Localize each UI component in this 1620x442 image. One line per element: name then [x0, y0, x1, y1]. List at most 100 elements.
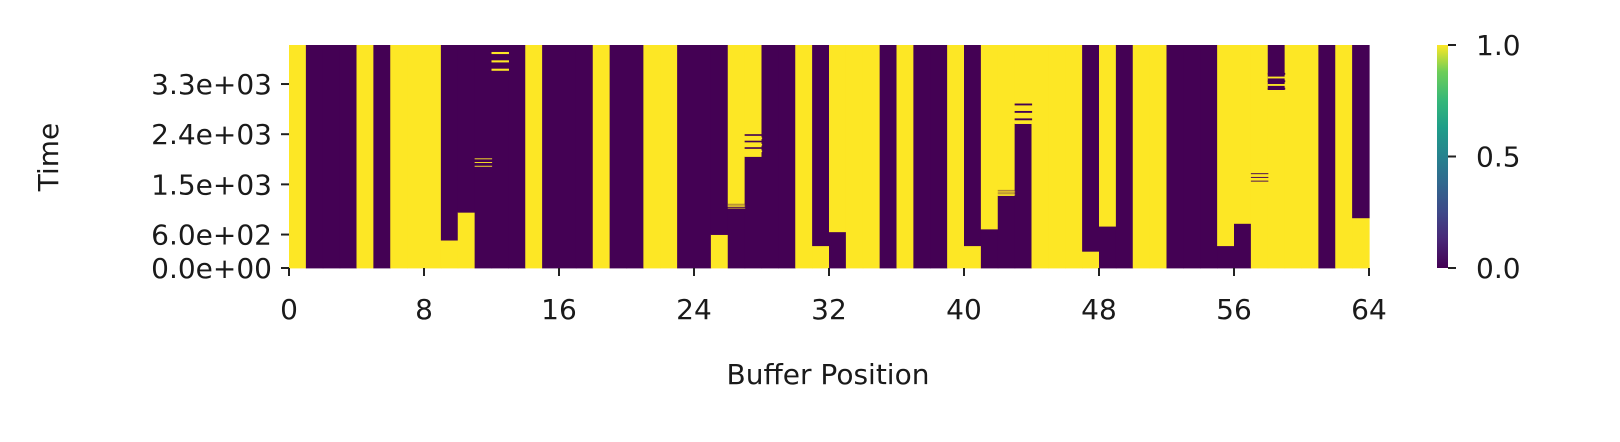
heatmap-flicker-stripe: [492, 65, 509, 67]
heatmap-cells: [289, 45, 1370, 268]
heatmap-flicker-stripe: [1251, 181, 1268, 182]
heatmap-cell: [1234, 223, 1251, 268]
heatmap-cell: [1099, 226, 1116, 268]
heatmap-flicker-stripe: [1251, 177, 1268, 178]
x-tick-label: 8: [415, 293, 433, 326]
y-axis-label: Time: [32, 123, 65, 193]
heatmap-cell: [1099, 45, 1116, 227]
heatmap-flicker-stripe: [745, 150, 762, 152]
heatmap-cell: [340, 45, 357, 268]
heatmap-flicker-stripe: [1268, 80, 1285, 82]
heatmap-cell: [610, 45, 627, 268]
heatmap-flicker-stripe: [1251, 183, 1268, 184]
heatmap-flicker-stripe: [1015, 118, 1032, 120]
heatmap-cell: [1032, 45, 1049, 268]
heatmap-cell: [964, 246, 981, 269]
heatmap-flicker-stripe: [1015, 122, 1032, 124]
heatmap-cell: [525, 45, 542, 268]
heatmap-flicker-stripe: [1268, 77, 1285, 79]
heatmap-cell: [812, 246, 829, 269]
heatmap-cell: [745, 45, 762, 157]
heatmap-cell: [829, 45, 846, 232]
heatmap-flicker-stripe: [1015, 115, 1032, 117]
heatmap-cell: [981, 229, 998, 268]
x-tick-label: 32: [811, 293, 847, 326]
heatmap-cell: [1167, 45, 1184, 268]
heatmap-cell: [508, 45, 525, 268]
heatmap-cell: [1251, 45, 1268, 268]
heatmap-cell: [998, 196, 1015, 269]
heatmap-cell: [846, 45, 863, 268]
heatmap-cell: [880, 45, 897, 268]
heatmap-flicker-stripe: [1251, 173, 1268, 174]
heatmap-cell: [441, 45, 458, 241]
heatmap-cell: [694, 45, 711, 268]
heatmap-cell: [627, 45, 644, 268]
heatmap-cell: [1268, 90, 1285, 269]
colorbar-tick-label: 0.0: [1476, 252, 1521, 285]
heatmap-flicker-stripe: [475, 160, 492, 161]
heatmap-flicker-stripe: [1015, 107, 1032, 109]
heatmap-flicker-stripe: [492, 48, 509, 50]
heatmap-flicker-stripe: [1015, 104, 1032, 106]
colorbar-ticks: 0.00.51.0: [1448, 29, 1521, 285]
heatmap-cell: [424, 45, 441, 268]
heatmap-cell: [1065, 45, 1082, 268]
heatmap-flicker-stripe: [745, 147, 762, 149]
heatmap-flicker-stripe: [475, 164, 492, 165]
heatmap-flicker-stripe: [1268, 73, 1285, 75]
heatmap-flicker-stripe: [475, 158, 492, 159]
y-tick-label: 0.0e+00: [151, 252, 272, 285]
x-tick-label: 56: [1216, 293, 1252, 326]
colorbar-tick-label: 0.5: [1476, 141, 1521, 174]
heatmap-flicker-stripe: [492, 56, 509, 58]
heatmap-cell: [745, 157, 762, 269]
heatmap-cell: [1015, 123, 1032, 268]
heatmap-cell: [829, 232, 846, 269]
heatmap-cell: [1352, 218, 1369, 269]
heatmap-cell: [323, 45, 340, 268]
heatmap-flicker-stripe: [492, 52, 509, 54]
heatmap-cell: [1082, 45, 1099, 252]
heatmap-flicker-stripe: [1015, 111, 1032, 113]
heatmap-cell: [1318, 45, 1335, 268]
heatmap-cell: [1234, 45, 1251, 224]
heatmap-cell: [1302, 45, 1319, 268]
heatmap-cell: [711, 45, 728, 235]
y-tick-label: 2.4e+03: [151, 118, 272, 151]
heatmap-cell: [1285, 45, 1302, 268]
heatmap-flicker-stripe: [1268, 88, 1285, 90]
heatmap-flicker-stripe: [475, 166, 492, 167]
heatmap-cell: [289, 45, 306, 268]
heatmap-cell: [1150, 45, 1167, 268]
heatmap-cell: [728, 45, 745, 207]
heatmap-cell: [930, 45, 947, 268]
heatmap-flicker-stripe: [492, 60, 509, 62]
x-axis-label: Buffer Position: [727, 358, 930, 391]
heatmap-flicker-stripe: [1251, 179, 1268, 180]
heatmap-cell: [576, 45, 593, 268]
heatmap-cell: [1335, 45, 1352, 268]
heatmap-cell: [542, 45, 559, 268]
heatmap-cell: [711, 235, 728, 269]
heatmap-cell: [357, 45, 374, 268]
heatmap-flicker-stripe: [745, 137, 762, 139]
heatmap-cell: [559, 45, 576, 268]
y-axis: 0.0e+006.0e+021.5e+032.4e+033.3e+03: [151, 68, 289, 285]
heatmap-cell: [913, 45, 930, 268]
heatmap-flicker-stripe: [475, 162, 492, 163]
heatmap-flicker-stripe: [475, 157, 492, 158]
heatmap-cell: [1217, 45, 1234, 246]
heatmap-cell: [306, 45, 323, 268]
heatmap-cell: [593, 45, 610, 268]
x-tick-label: 64: [1351, 293, 1387, 326]
heatmap-cell: [1268, 45, 1285, 90]
heatmap-cell: [1183, 45, 1200, 268]
x-tick-label: 48: [1081, 293, 1117, 326]
heatmap-cell: [677, 45, 694, 268]
heatmap-cell: [998, 45, 1015, 196]
x-tick-label: 40: [946, 293, 982, 326]
colorbar: 0.00.51.0: [1437, 29, 1521, 285]
heatmap-cell: [863, 45, 880, 268]
